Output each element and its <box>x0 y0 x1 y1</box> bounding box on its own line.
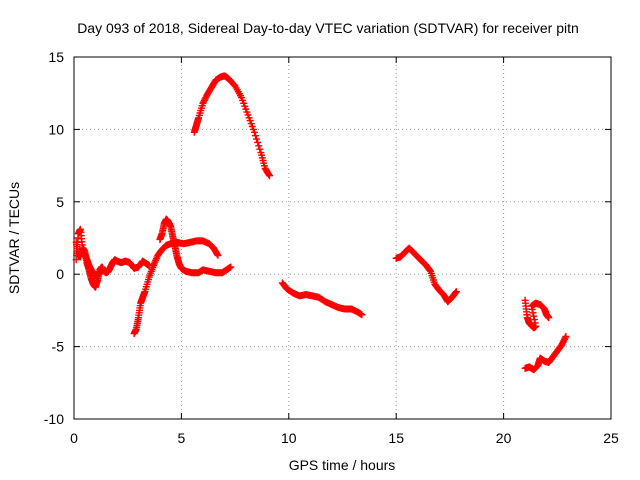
data-point <box>213 250 221 258</box>
series-arc-2 <box>72 238 106 280</box>
y-tick-label: -10 <box>44 411 64 427</box>
data-point <box>452 289 460 297</box>
y-tick-label: 15 <box>48 49 64 65</box>
data-point <box>254 138 262 146</box>
data-point <box>252 132 260 140</box>
x-tick-label: 0 <box>70 430 78 446</box>
chart-title: Day 093 of 2018, Sidereal Day-to-day VTE… <box>77 20 579 36</box>
data-point <box>227 263 235 271</box>
data-point <box>256 145 264 153</box>
x-tick-label: 20 <box>496 430 512 446</box>
y-tick-label: 10 <box>48 121 64 137</box>
data-point <box>452 288 460 296</box>
data-point <box>426 266 434 274</box>
x-tick-label: 15 <box>388 430 404 446</box>
series-arc-8 <box>521 296 553 332</box>
data-point <box>214 251 222 259</box>
y-tick-label: 5 <box>56 194 64 210</box>
data-point <box>265 171 273 179</box>
x-axis-label: GPS time / hours <box>289 457 396 473</box>
data-point <box>530 316 538 324</box>
series-arc-9 <box>521 332 570 374</box>
y-axis-label: SDTVAR / TECUs <box>6 182 22 294</box>
data-point <box>561 334 569 342</box>
series-arc-7 <box>392 244 460 306</box>
data-point <box>530 312 538 320</box>
data-point <box>562 332 570 340</box>
data-point <box>98 267 106 275</box>
x-tick-label: 25 <box>603 430 619 446</box>
data-point <box>265 172 273 180</box>
x-tick-label: 5 <box>178 430 186 446</box>
data-point <box>255 142 263 150</box>
y-tick-label: 0 <box>56 266 64 282</box>
y-tick-label: -5 <box>52 339 65 355</box>
series-arc-5 <box>190 72 273 180</box>
data-point <box>358 311 366 319</box>
data-point <box>545 314 553 322</box>
data-marks <box>72 72 570 374</box>
data-point <box>529 309 537 317</box>
plot-frame <box>73 56 612 420</box>
data-point <box>532 322 540 330</box>
data-point <box>250 128 258 136</box>
series-arc-3 <box>130 237 222 338</box>
series-arc-6 <box>278 279 366 319</box>
series-arc-4 <box>156 215 235 277</box>
grid <box>74 57 611 419</box>
data-point <box>253 135 261 143</box>
data-point <box>531 319 539 327</box>
x-tick-label: 10 <box>281 430 297 446</box>
axis-ticks: 0 5 10 15 20 25 -10 -5 0 5 10 15 <box>44 49 619 446</box>
series-arc-1 <box>72 225 153 291</box>
